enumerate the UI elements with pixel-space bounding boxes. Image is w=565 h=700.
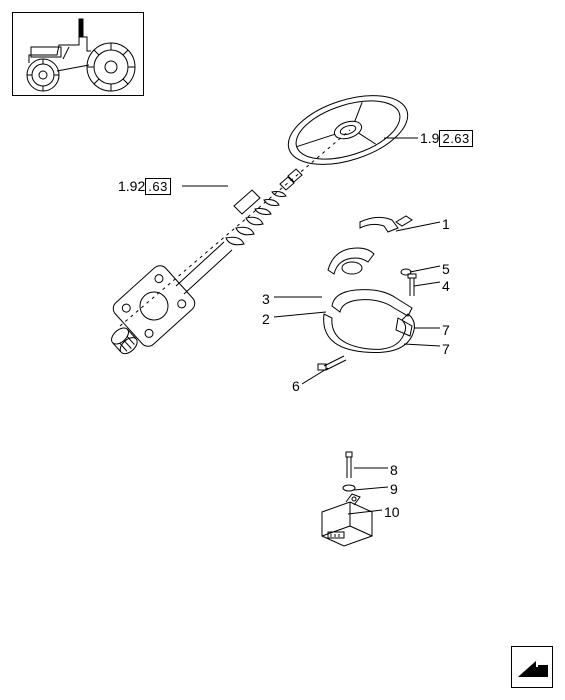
switch-assembly xyxy=(318,216,416,370)
relay-unit xyxy=(322,452,372,546)
ref-right-prefix: 1.9 xyxy=(420,130,439,146)
steering-wheel xyxy=(280,82,416,177)
leader-lines xyxy=(182,138,440,514)
callout-7b: 7 xyxy=(442,341,450,357)
diagram-canvas: 1.92.63 1.92.63 1 5 4 3 2 7 7 6 8 9 10 xyxy=(0,0,565,700)
callout-4: 4 xyxy=(442,278,450,294)
arrow-icon xyxy=(512,647,554,689)
callout-1: 1 xyxy=(442,216,450,232)
steering-column xyxy=(109,169,302,357)
callout-3: 3 xyxy=(262,291,270,307)
callout-5: 5 xyxy=(442,261,450,277)
ref-left-box: .63 xyxy=(145,178,171,195)
page-corner-icon xyxy=(511,646,553,688)
exploded-drawing xyxy=(0,0,565,700)
reference-label-left: 1.92.63 xyxy=(118,178,171,195)
callout-10: 10 xyxy=(384,504,400,520)
ref-right-box: 2.63 xyxy=(439,130,472,147)
callout-8: 8 xyxy=(390,462,398,478)
callout-6: 6 xyxy=(292,378,300,394)
reference-label-right: 1.92.63 xyxy=(420,130,473,147)
ref-left-prefix: 1.92 xyxy=(118,178,145,194)
callout-7a: 7 xyxy=(442,322,450,338)
callout-9: 9 xyxy=(390,481,398,497)
callout-2: 2 xyxy=(262,311,270,327)
